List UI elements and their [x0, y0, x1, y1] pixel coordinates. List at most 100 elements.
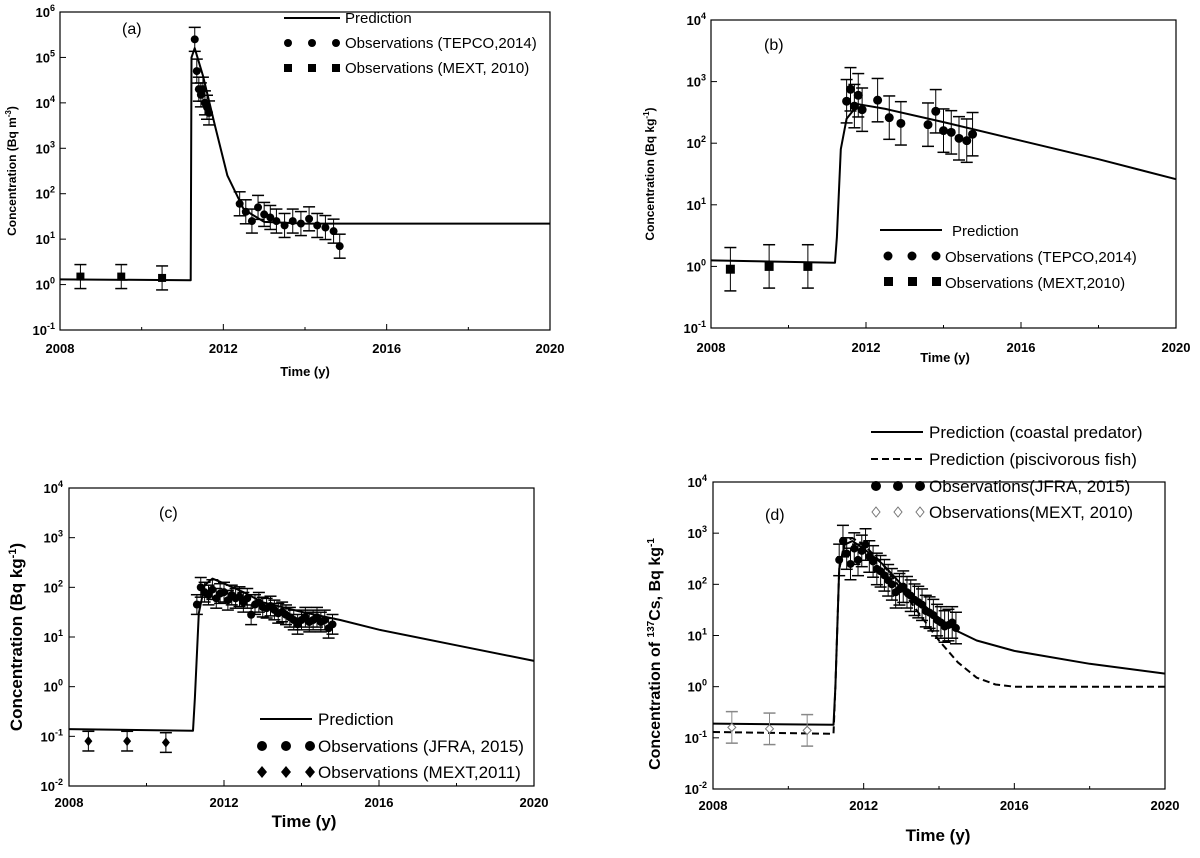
- data-point: [923, 120, 933, 130]
- data-point: [260, 210, 269, 219]
- x-tick-label: 2016: [365, 795, 394, 810]
- data-point-open-diamond: [764, 724, 775, 734]
- data-point: [198, 85, 207, 94]
- plot-area: [68, 487, 535, 787]
- x-axis-label: Time (y): [906, 826, 971, 845]
- y-tick-label: 104: [36, 94, 55, 111]
- y-tick-label: 103: [36, 139, 55, 156]
- data-point: [853, 90, 863, 100]
- panel-label-a: (a): [122, 21, 142, 38]
- legend-label: Prediction: [952, 223, 1019, 240]
- legend-label: Observations(MEXT, 2010): [929, 503, 1133, 522]
- prediction-line: [68, 577, 535, 732]
- y-tick-label: 100: [36, 276, 55, 293]
- legend-dot-marker: [332, 39, 340, 47]
- x-tick-label: 2016: [372, 341, 401, 356]
- legend-label: Observations (MEXT,2010): [945, 275, 1125, 292]
- y-tick-label: 101: [44, 628, 63, 645]
- y-tick-label: 102: [36, 185, 55, 202]
- data-point: [850, 544, 859, 553]
- legend-label: Prediction: [318, 710, 394, 729]
- x-tick-label: 2016: [1007, 340, 1036, 355]
- legend-open-diamond-marker: [893, 506, 903, 518]
- y-tick-label: 102: [687, 134, 706, 151]
- data-point: [266, 213, 275, 222]
- prediction-line: [712, 540, 1166, 726]
- legend-dot-marker: [284, 39, 292, 47]
- data-point: [869, 557, 878, 566]
- data-point: [247, 217, 256, 226]
- prediction-line: [59, 47, 550, 282]
- legend-square-marker: [884, 277, 893, 286]
- y-axis-label: Concentration (Bq kg-1): [7, 543, 26, 731]
- y-tick-label: 103: [44, 529, 63, 546]
- legend-dot-marker: [871, 481, 881, 491]
- data-point: [931, 106, 941, 116]
- data-point: [842, 96, 852, 106]
- legend-label: Observations(JFRA, 2015): [929, 477, 1130, 496]
- x-tick-label: 2008: [55, 795, 84, 810]
- x-tick-label: 2008: [697, 340, 726, 355]
- panel-label-b: (b): [764, 37, 784, 54]
- legend-dot-marker: [915, 481, 925, 491]
- data-point-square: [117, 272, 126, 281]
- legend: Prediction Observations (TEPCO,2014) Obs…: [880, 223, 1137, 292]
- x-tick-label: 2020: [1162, 340, 1191, 355]
- data-point: [857, 546, 866, 555]
- legend-label: Observations (TEPCO,2014): [945, 249, 1137, 266]
- x-tick-label: 2012: [210, 795, 239, 810]
- plot-area: [59, 11, 551, 331]
- y-tick-label: 10-1: [684, 319, 706, 336]
- legend-dot-marker: [893, 481, 903, 491]
- legend-open-diamond-marker: [871, 506, 881, 518]
- data-point: [205, 108, 214, 117]
- data-point: [335, 242, 344, 251]
- legend-label: Prediction (coastal predator): [929, 423, 1143, 442]
- y-axis-label: Concentration (Bq kg-1): [642, 107, 657, 240]
- y-tick-label: 101: [688, 627, 707, 644]
- data-point-square: [803, 261, 813, 271]
- x-axis-label: Time (y): [280, 364, 330, 379]
- data-point: [884, 113, 894, 123]
- data-point: [190, 35, 199, 44]
- data-point: [846, 84, 855, 94]
- x-tick-label: 2020: [536, 341, 565, 356]
- data-point: [288, 217, 297, 226]
- x-tick-label: 2012: [849, 798, 878, 813]
- data-point: [918, 600, 927, 609]
- plot-frame: [59, 11, 551, 331]
- legend-dot-marker: [281, 741, 291, 751]
- y-tick-label: 103: [687, 73, 706, 90]
- x-axis-label: Time (y): [272, 812, 337, 831]
- panel-b: (b) 2008 2012 2016 2020 10-1 100 101 102…: [642, 11, 1190, 365]
- y-tick-label: 102: [44, 578, 63, 595]
- data-point: [835, 555, 844, 564]
- x-tick-label: 2020: [1151, 798, 1180, 813]
- legend-label: Observations (MEXT,2011): [318, 763, 521, 782]
- y-tick-label: 105: [36, 48, 55, 65]
- legend: Prediction (coastal predator) Prediction…: [871, 423, 1143, 522]
- data-point: [951, 624, 960, 633]
- y-tick-label: 101: [36, 230, 55, 247]
- y-axis-label: Concentration (Bq m-3): [4, 106, 19, 236]
- x-tick-label: 2012: [209, 341, 238, 356]
- y-tick-label: 10-1: [685, 729, 707, 746]
- legend-square-marker: [932, 277, 941, 286]
- legend-dot-marker: [907, 251, 917, 261]
- data-point: [313, 221, 322, 230]
- legend-dot-marker: [308, 39, 316, 47]
- data-point: [873, 95, 883, 105]
- y-tick-label: 106: [36, 3, 55, 20]
- plot-frame: [68, 487, 535, 787]
- data-point: [235, 199, 244, 208]
- data-point: [272, 217, 281, 226]
- data-point: [946, 127, 956, 137]
- data-point: [939, 126, 948, 136]
- prediction-dashed-line: [712, 537, 1165, 735]
- data-point: [235, 592, 244, 601]
- data-point: [857, 105, 867, 115]
- legend-square-marker: [332, 64, 340, 72]
- legend-label: Prediction: [345, 10, 412, 27]
- panel-a: (a) 2008 2012 2016 2020 10-1 100 101 102…: [4, 3, 564, 379]
